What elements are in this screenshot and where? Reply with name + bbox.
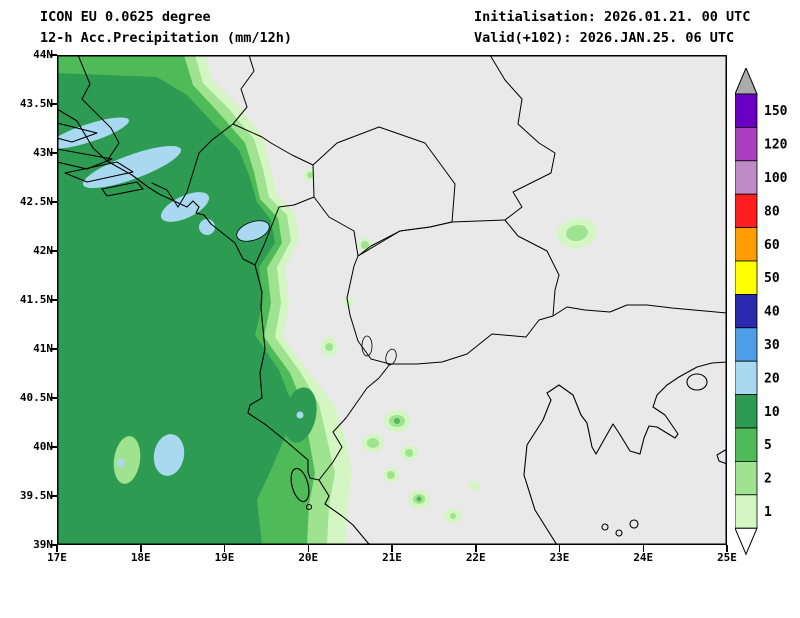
legend-value: 10	[764, 405, 780, 420]
legend-swatch-60	[735, 228, 757, 261]
legend-swatch-30	[735, 328, 757, 361]
lat-tick	[50, 201, 57, 203]
legend-value: 80	[764, 204, 780, 219]
legend-swatch-10	[735, 395, 757, 428]
lat-label: 40.5N	[7, 391, 53, 404]
legend-arrow-below	[735, 528, 757, 554]
lon-label: 20E	[286, 551, 330, 564]
lat-label: 40N	[7, 440, 53, 453]
header-left: ICON EU 0.0625 degree 12-h Acc.Precipita…	[40, 7, 292, 49]
legend-value: 2	[764, 472, 772, 487]
lat-tick	[50, 299, 57, 301]
lat-tick	[50, 54, 57, 56]
map-canvas	[57, 55, 727, 545]
lat-tick	[50, 250, 57, 252]
legend-value: 40	[764, 305, 780, 320]
legend-swatch-120	[735, 127, 757, 160]
legend-value: 5	[764, 438, 772, 453]
lon-label: 19E	[203, 551, 247, 564]
legend-value: 100	[764, 171, 788, 186]
lat-tick	[50, 446, 57, 448]
lon-tick	[559, 545, 561, 552]
valid-time: Valid(+102): 2026.JAN.25. 06 UTC	[474, 28, 750, 49]
lat-tick	[50, 495, 57, 497]
lat-label: 43N	[7, 146, 53, 159]
lon-tick	[56, 545, 58, 552]
lat-label: 42N	[7, 244, 53, 257]
lat-label: 39.5N	[7, 489, 53, 502]
legend-value: 20	[764, 371, 780, 386]
lon-label: 22E	[454, 551, 498, 564]
legend-value: 30	[764, 338, 780, 353]
lat-tick	[50, 348, 57, 350]
lon-tick	[726, 545, 728, 552]
legend-value: 150	[764, 104, 788, 119]
lon-tick	[475, 545, 477, 552]
lon-tick	[391, 545, 393, 552]
legend-swatch-150	[735, 94, 757, 127]
lon-label: 21E	[370, 551, 414, 564]
lon-label: 17E	[35, 551, 79, 564]
legend-swatch-100	[735, 161, 757, 194]
init-time: Initialisation: 2026.01.21. 00 UTC	[474, 7, 750, 28]
precipitation-colorbar: 150 120 100 80 60 50 40 30 20 10 5 2 1	[735, 68, 795, 558]
legend-value: 1	[764, 505, 772, 520]
lon-tick	[643, 545, 645, 552]
lon-label: 24E	[621, 551, 665, 564]
lat-label: 39N	[7, 538, 53, 551]
legend-value: 60	[764, 238, 780, 253]
lon-tick	[140, 545, 142, 552]
lon-tick	[224, 545, 226, 552]
legend-swatch-40	[735, 294, 757, 327]
legend-swatch-50	[735, 261, 757, 294]
header-right: Initialisation: 2026.01.21. 00 UTC Valid…	[474, 7, 750, 49]
lat-label: 42.5N	[7, 195, 53, 208]
legend-swatch-5	[735, 428, 757, 461]
legend-swatch-80	[735, 194, 757, 227]
lat-label: 41N	[7, 342, 53, 355]
lat-tick	[50, 103, 57, 105]
legend-swatch-2	[735, 461, 757, 494]
legend-swatch-20	[735, 361, 757, 394]
lon-label: 18E	[119, 551, 163, 564]
lat-label: 43.5N	[7, 97, 53, 110]
lat-tick	[50, 152, 57, 154]
lat-label: 44N	[7, 48, 53, 61]
model-title: ICON EU 0.0625 degree	[40, 7, 292, 28]
legend-value: 50	[764, 271, 780, 286]
legend-arrow-above	[735, 68, 757, 94]
lon-label: 23E	[538, 551, 582, 564]
map: 44N43.5N43N42.5N42N41.5N41N40.5N40N39.5N…	[57, 55, 727, 545]
legend-swatch-1	[735, 495, 757, 528]
product-title: 12-h Acc.Precipitation (mm/12h)	[40, 28, 292, 49]
legend-value: 120	[764, 138, 788, 153]
lat-label: 41.5N	[7, 293, 53, 306]
lon-tick	[308, 545, 310, 552]
lat-tick	[50, 397, 57, 399]
